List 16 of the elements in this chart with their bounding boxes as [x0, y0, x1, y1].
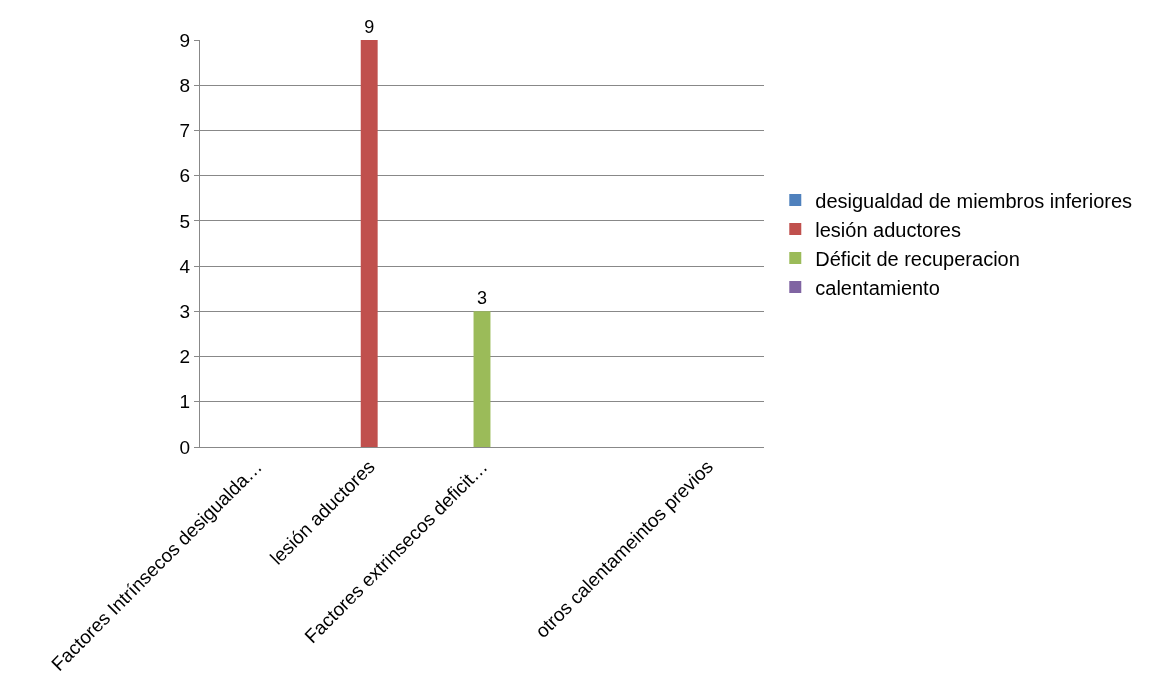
y-tick-label: 4	[179, 255, 191, 277]
legend-label: desigualdad de miembros inferiores	[815, 189, 1133, 212]
y-tick-label: 1	[179, 391, 191, 413]
y-tick-label: 8	[179, 74, 191, 96]
y-tick-label: 2	[179, 346, 191, 368]
y-tick-label: 7	[179, 120, 191, 142]
legend-label: Déficit de recuperacion	[815, 247, 1020, 270]
y-tick-label: 9	[179, 29, 191, 51]
y-tick-label: 3	[179, 300, 191, 322]
legend-label: calentamiento	[815, 276, 940, 299]
y-tick-label: 5	[179, 210, 191, 232]
y-tick-label: 6	[179, 165, 191, 187]
legend-label: lesión aductores	[815, 218, 961, 241]
data-label: 9	[364, 17, 375, 37]
data-label: 3	[476, 288, 488, 309]
y-tick-label: 0	[179, 436, 191, 458]
